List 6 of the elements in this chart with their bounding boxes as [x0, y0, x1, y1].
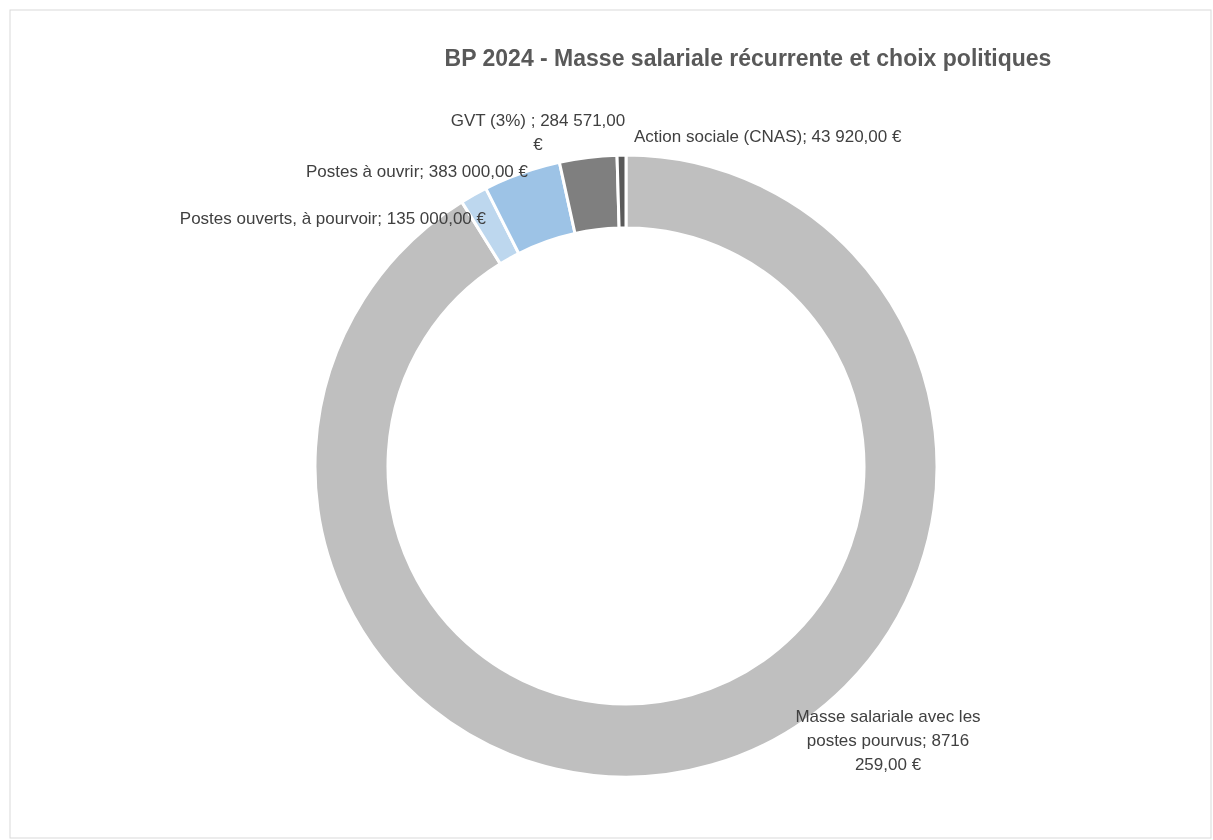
slice-label: Masse salariale avec les postes pourvus; 8716 259,00 €: [795, 707, 981, 774]
slice-label: GVT (3%) ; 284 571,00 €: [450, 111, 626, 154]
slice-label: Postes à ouvrir; 383 000,00 €: [305, 162, 529, 181]
slice-label: Action sociale (CNAS); 43 920,00 €: [634, 127, 902, 146]
slice-label: Postes ouverts, à pourvoir; 135 000,00 €: [179, 209, 487, 228]
chart-title: BP 2024 - Masse salariale récurrente et choix politiques: [444, 45, 1052, 71]
